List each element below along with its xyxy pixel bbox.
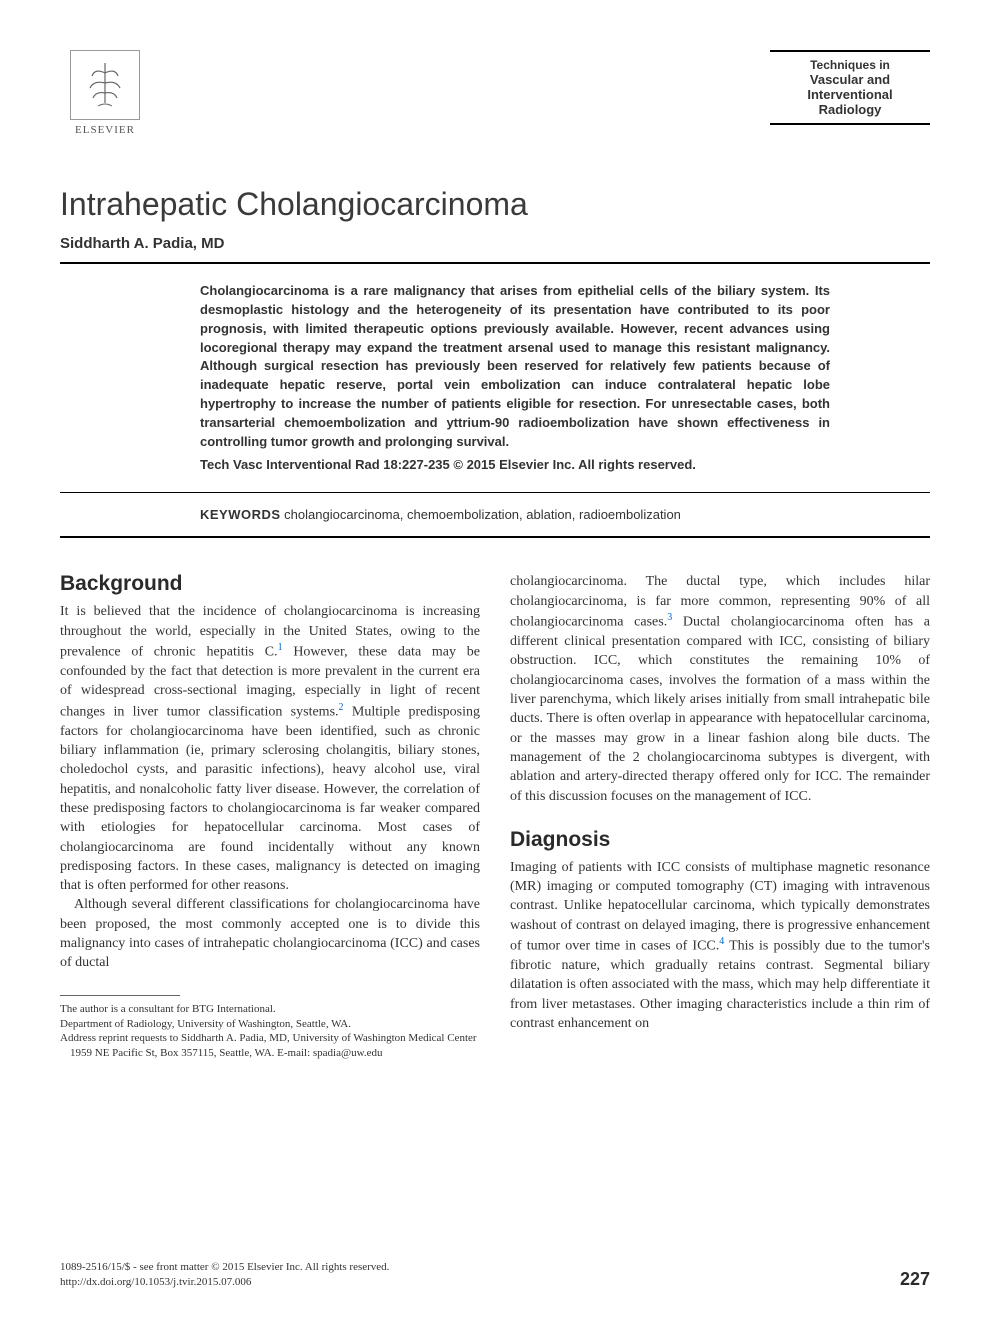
left-column: Background It is believed that the incid… xyxy=(60,572,480,1061)
footnote-2: Department of Radiology, University of W… xyxy=(60,1017,480,1032)
footer-doi[interactable]: http://dx.doi.org/10.1053/j.tvir.2015.07… xyxy=(60,1275,389,1290)
abstract-text: Cholangiocarcinoma is a rare malignancy … xyxy=(200,282,830,452)
journal-title-box: Techniques in Vascular and Interventiona… xyxy=(770,50,930,125)
journal-line-2: Vascular and xyxy=(774,72,926,87)
background-p2-cont: cholangiocarcinoma. The ductal type, whi… xyxy=(510,572,930,805)
journal-line-1: Techniques in xyxy=(774,58,926,72)
diagnosis-section: Diagnosis Imaging of patients with ICC c… xyxy=(510,828,930,1033)
journal-line-4: Radiology xyxy=(774,102,926,117)
page-footer: 1089-2516/15/$ - see front matter © 2015… xyxy=(60,1260,930,1290)
article-authors: Siddharth A. Padia, MD xyxy=(60,235,930,252)
footnote-3: Address reprint requests to Siddharth A.… xyxy=(60,1031,480,1061)
background-cont-section: cholangiocarcinoma. The ductal type, whi… xyxy=(510,572,930,805)
footer-copyright: 1089-2516/15/$ - see front matter © 2015… xyxy=(60,1260,389,1275)
footnotes-rule xyxy=(60,995,180,996)
keywords-label: KEYWORDS xyxy=(200,507,281,522)
page-header: ELSEVIER Techniques in Vascular and Inte… xyxy=(60,50,930,136)
body-columns: Background It is believed that the incid… xyxy=(60,572,930,1061)
abstract-citation: Tech Vasc Interventional Rad 18:227-235 … xyxy=(200,456,830,475)
background-p2: Although several different classificatio… xyxy=(60,895,480,972)
footer-left: 1089-2516/15/$ - see front matter © 2015… xyxy=(60,1260,389,1290)
background-p1: It is believed that the incidence of cho… xyxy=(60,602,480,895)
diagnosis-p1: Imaging of patients with ICC consists of… xyxy=(510,858,930,1033)
publisher-name: ELSEVIER xyxy=(75,124,135,136)
diagnosis-heading: Diagnosis xyxy=(510,828,930,852)
right-column: cholangiocarcinoma. The ductal type, whi… xyxy=(510,572,930,1061)
page-number: 227 xyxy=(900,1269,930,1290)
article-title: Intrahepatic Cholangiocarcinoma xyxy=(60,186,930,223)
background-heading: Background xyxy=(60,572,480,596)
keywords-text: cholangiocarcinoma, chemoembolization, a… xyxy=(281,507,681,522)
keywords-rule xyxy=(60,536,930,538)
footnote-1: The author is a consultant for BTG Inter… xyxy=(60,1002,480,1017)
abstract-block: Cholangiocarcinoma is a rare malignancy … xyxy=(60,264,930,492)
background-section: Background It is believed that the incid… xyxy=(60,572,480,972)
elsevier-tree-icon xyxy=(70,50,140,120)
journal-line-3: Interventional xyxy=(774,87,926,102)
keywords-block: KEYWORDS cholangiocarcinoma, chemoemboli… xyxy=(60,493,930,536)
publisher-logo: ELSEVIER xyxy=(60,50,150,136)
